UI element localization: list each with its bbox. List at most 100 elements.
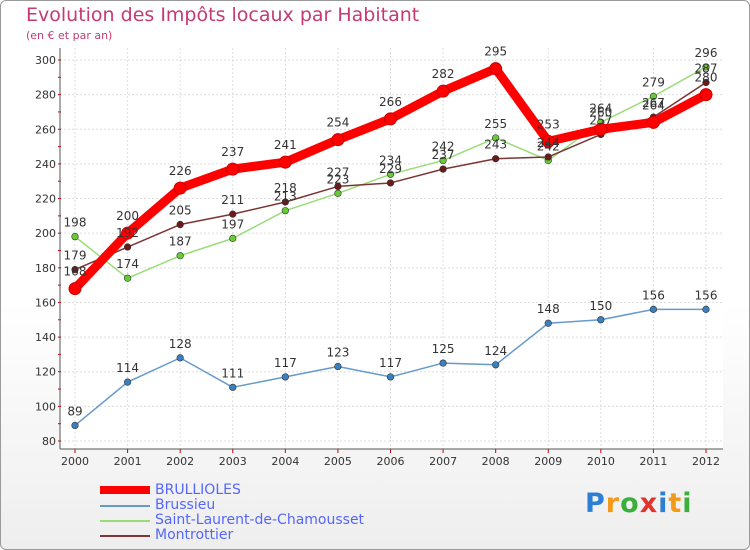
- data-label-saint-laurent-de-chamousset: 255: [484, 117, 507, 131]
- y-tick-label: 100: [35, 400, 56, 413]
- y-tick-label: 160: [35, 296, 56, 309]
- legend-swatch-brullioles: [100, 486, 150, 494]
- data-label-montrottier: 218: [274, 181, 297, 195]
- data-label-brussieu: 150: [589, 299, 612, 313]
- data-label-saint-laurent-de-chamousset: 198: [64, 216, 87, 230]
- data-label-saint-laurent-de-chamousset: 223: [326, 172, 349, 186]
- data-point-brussieu: [544, 319, 552, 327]
- data-label-montrottier: 267: [642, 96, 665, 110]
- x-tick-label: 2011: [639, 455, 667, 468]
- data-label-montrottier: 229: [379, 162, 402, 176]
- data-point-brullioles: [489, 62, 503, 76]
- data-point-saint-laurent-de-chamousset: [176, 252, 184, 260]
- data-point-saint-laurent-de-chamousset: [71, 233, 79, 241]
- logo-letter: o: [620, 488, 640, 519]
- data-label-saint-laurent-de-chamousset: 279: [642, 75, 665, 89]
- data-point-montrottier: [492, 155, 500, 163]
- data-label-brussieu: 125: [432, 342, 455, 356]
- data-label-saint-laurent-de-chamousset: 197: [221, 217, 244, 231]
- data-label-brussieu: 117: [274, 356, 297, 370]
- data-point-brussieu: [386, 373, 395, 381]
- data-label-montrottier: 244: [537, 136, 560, 150]
- y-tick-label: 280: [35, 89, 56, 102]
- series-group: [68, 62, 713, 430]
- data-label-saint-laurent-de-chamousset: 296: [695, 46, 718, 60]
- y-tick-label: 300: [35, 54, 56, 67]
- data-point-montrottier: [702, 78, 710, 87]
- data-label-brullioles: 260: [589, 105, 612, 119]
- data-point-brussieu: [439, 359, 447, 367]
- legend-label: Saint-Laurent-de-Chamousset: [155, 512, 365, 528]
- data-point-saint-laurent-de-chamousset: [702, 63, 710, 71]
- data-point-montrottier: [71, 265, 79, 274]
- data-point-brullioles: [699, 88, 713, 102]
- data-label-saint-laurent-de-chamousset: 264: [589, 101, 612, 115]
- proxiti-logo: Proxiti: [585, 488, 693, 519]
- x-tick-label: 2010: [587, 455, 615, 468]
- data-label-brullioles: 266: [379, 95, 402, 109]
- data-label-saint-laurent-de-chamousset: 174: [116, 257, 139, 271]
- data-label-montrottier: 211: [221, 193, 244, 207]
- data-point-brullioles: [173, 181, 187, 195]
- data-label-brullioles: 237: [221, 145, 244, 159]
- data-label-brussieu: 156: [695, 288, 718, 302]
- logo-letter: P: [585, 488, 606, 519]
- x-tick-label: 2007: [429, 455, 457, 468]
- data-label-brussieu: 148: [537, 302, 560, 316]
- data-label-saint-laurent-de-chamousset: 187: [169, 235, 192, 249]
- data-point-montrottier: [123, 243, 132, 251]
- x-tick-label: 2003: [219, 455, 247, 468]
- data-label-montrottier: 257: [589, 113, 612, 127]
- legend-label: Brussieu: [155, 497, 216, 513]
- chart-subtitle: (en € et par an): [26, 29, 113, 42]
- data-label-montrottier: 205: [169, 204, 192, 218]
- y-tick-label: 80: [42, 435, 56, 448]
- data-point-brussieu: [649, 305, 658, 313]
- data-point-brullioles: [594, 122, 608, 136]
- data-point-brussieu: [71, 421, 79, 430]
- data-label-montrottier: 179: [64, 249, 87, 263]
- data-label-brussieu: 117: [379, 356, 402, 370]
- chart-title: Evolution des Impôts locaux par Habitant: [26, 4, 420, 26]
- data-label-saint-laurent-de-chamousset: 213: [274, 190, 297, 204]
- data-point-brullioles: [121, 226, 135, 240]
- data-label-brullioles: 295: [484, 45, 507, 59]
- data-point-brussieu: [123, 378, 132, 386]
- y-tick-label: 140: [35, 331, 56, 344]
- y-tick-label: 180: [35, 262, 56, 275]
- data-point-saint-laurent-de-chamousset: [439, 156, 447, 165]
- data-label-montrottier: 227: [326, 165, 349, 179]
- data-label-brussieu: 123: [326, 346, 349, 360]
- data-point-saint-laurent-de-chamousset: [386, 170, 395, 178]
- data-label-brullioles: 254: [326, 116, 349, 130]
- y-tick-label: 220: [35, 193, 56, 206]
- data-point-saint-laurent-de-chamousset: [281, 207, 289, 215]
- x-tick-label: 2004: [271, 455, 299, 468]
- legend-swatch-brussieu: [100, 505, 150, 507]
- data-point-montrottier: [439, 165, 447, 173]
- data-point-saint-laurent-de-chamousset: [123, 274, 132, 282]
- data-labels: 198 174 187 197 213 223 234 242 255 242 264 279 296 1…: [64, 45, 718, 419]
- data-point-brullioles: [68, 282, 82, 296]
- data-point-montrottier: [544, 153, 552, 161]
- data-point-montrottier: [176, 220, 184, 229]
- data-label-brullioles: 168: [64, 265, 87, 279]
- data-point-brussieu: [176, 354, 184, 362]
- data-point-saint-laurent-de-chamousset: [229, 234, 237, 242]
- x-tick-label: 2001: [114, 455, 142, 468]
- x-tick-label: 2000: [61, 455, 89, 468]
- legend-swatch-saint-laurent: [100, 520, 150, 522]
- line-chart: 80 100 120 140 160 180 200 220 240 260 280 300 2000 2…: [35, 45, 723, 468]
- y-tick-label: 240: [35, 158, 56, 171]
- data-point-brullioles: [226, 162, 240, 176]
- x-tick-label: 2009: [534, 455, 562, 468]
- logo-letter: x: [639, 488, 659, 519]
- data-point-brussieu: [702, 305, 710, 313]
- data-point-brussieu: [597, 316, 605, 324]
- data-label-brullioles: 282: [432, 67, 455, 81]
- data-label-montrottier: 237: [432, 148, 455, 162]
- data-point-brullioles: [541, 134, 555, 148]
- data-label-brussieu: 111: [221, 366, 244, 380]
- data-point-brullioles: [331, 133, 345, 147]
- x-tick-label: 2005: [324, 455, 352, 468]
